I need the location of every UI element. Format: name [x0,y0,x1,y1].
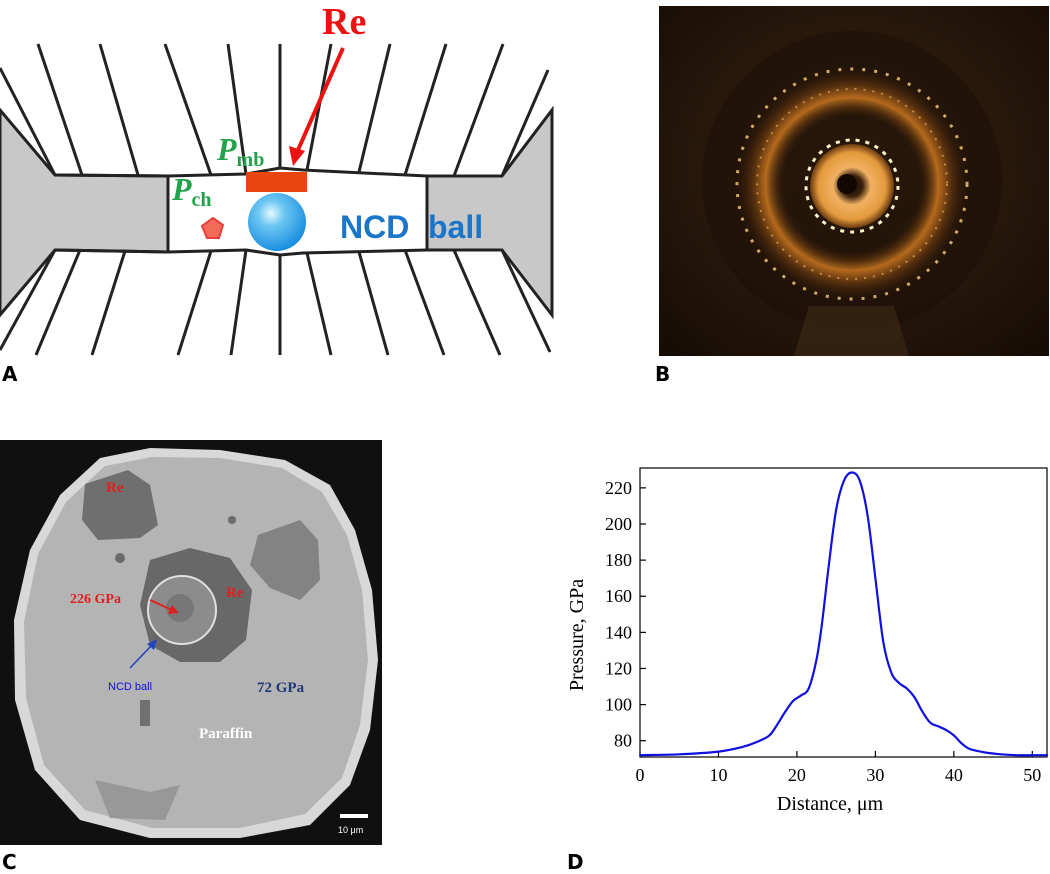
x-axis-label: Distance, μm [777,793,884,815]
gasket-left [0,107,170,318]
panel-letter-b: B [655,362,671,386]
y-tick-label: 140 [605,622,632,642]
x-tick-label: 40 [945,765,963,785]
ruby-chip-icon [200,216,225,239]
y-tick-label: 160 [605,586,632,606]
scale-bar [340,814,368,818]
panel-letter-c: C [2,850,17,874]
x-tick-label: 10 [709,765,727,785]
rhenium-bar [246,172,307,192]
y-tick-label: 120 [605,658,632,678]
x-tick-label: 0 [636,765,645,785]
ball-label: ball [428,209,483,245]
scale-bar-label: 10 μm [338,825,363,835]
pressure-series-line [639,471,1048,757]
panel-d: 0 10 20 30 40 50 80 100 120 140 160 180 200 220 Dista… [560,460,1048,840]
panel-letter-d: D [567,850,584,874]
p-ch-label: Pch [171,171,212,211]
ncd-label: NCD [340,209,409,245]
re-arrow-head [289,146,305,166]
re-label: Re [322,1,366,43]
x-tick-label: 20 [788,765,806,785]
paraffin-label: Paraffin [199,726,253,742]
panel-b [659,6,1049,356]
p-mb-label: Pmb [216,131,264,171]
re-label-1: Re [106,480,124,496]
panel-a: Re Pmb Pch NCD ball [0,0,560,360]
y-tick-label: 80 [614,731,632,751]
optical-micrograph [659,6,1049,356]
ncd-ball-label: NCD ball [108,681,152,693]
x-tick-label: 30 [866,765,884,785]
panel-letter-a: A [2,362,18,386]
pressure-center-label: 226 GPa [70,592,121,607]
y-tick-label: 200 [605,514,632,534]
x-tick-label: 50 [1023,765,1041,785]
y-tick-label: 100 [605,695,632,715]
y-axis-label: Pressure, GPa [566,579,588,691]
pressure-profile-chart: 0 10 20 30 40 50 80 100 120 140 160 180 200 220 Dista… [566,467,1048,815]
anvil-top-facets [0,43,550,177]
pressure-outer-label: 72 GPa [257,680,305,696]
re-region-upper-right [250,520,320,600]
diamond-anvil-schematic: Re Pmb Pch NCD ball [0,1,554,356]
re-region-upper-left [82,470,158,540]
sem-image: 10 μm Re Re 226 GPa NCD ball 72 GPa Para… [0,440,382,845]
y-tick-label: 180 [605,550,632,570]
ncd-ball-shape [248,193,306,251]
anvil-bottom-facets [0,249,552,356]
panel-c: 10 μm Re Re 226 GPa NCD ball 72 GPa Para… [0,440,382,845]
y-tick-label: 220 [605,478,632,498]
plot-frame [639,467,1048,758]
re-label-2: Re [226,585,244,601]
